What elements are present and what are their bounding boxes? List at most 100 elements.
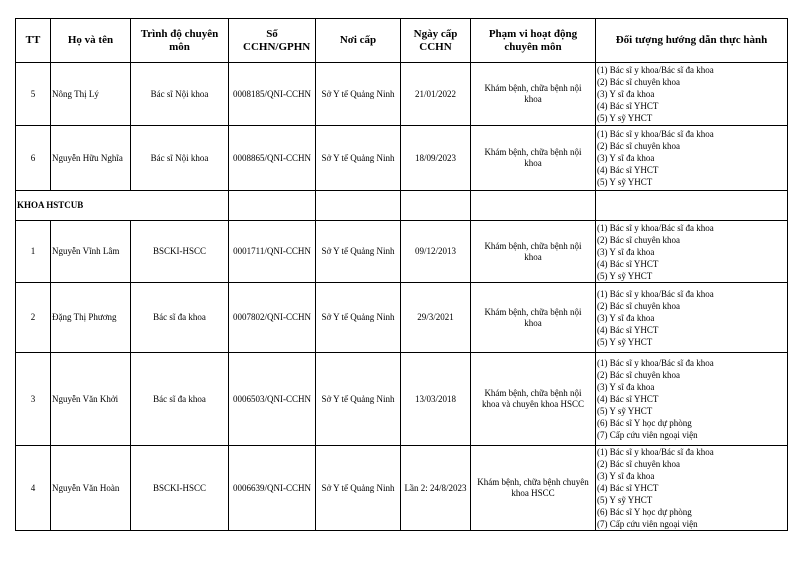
cell-cert: 0006639/QNI-CCHN — [228, 445, 316, 531]
cell-targets: (1) Bác sĩ y khoa/Bác sĩ đa khoa (2) Bác … — [595, 445, 788, 531]
section-row: KHOA HSTCUB — [15, 190, 788, 221]
cell-date: 18/09/2023 — [400, 125, 471, 191]
table-row: 4 Nguyễn Văn Hoàn BSCKI-HSCC 0006639/QNI-CC… — [15, 445, 788, 531]
cell-scope: Khám bệnh, chữa bệnh nội khoa — [470, 62, 596, 126]
cell-tt: 6 — [15, 125, 51, 191]
cell-level: Bác sĩ Nội khoa — [130, 62, 229, 126]
empty-cell — [470, 190, 596, 221]
target-item: (6) Bác sĩ Y học dự phòng — [597, 507, 692, 517]
cell-tt: 2 — [15, 282, 51, 353]
header-row: TT Họ và tên Trình độ chuyên môn Số CCHN… — [15, 18, 788, 63]
cell-tt: 5 — [15, 62, 51, 126]
empty-cell — [595, 190, 788, 221]
target-item: (2) Bác sĩ chuyên khoa — [597, 300, 680, 311]
table-row: 2 Đặng Thị Phương Bác sĩ đa khoa 0007802/QN… — [15, 282, 788, 353]
cell-targets: (1) Bác sĩ y khoa/Bác sĩ đa khoa (2) Bác … — [595, 352, 788, 446]
cell-name: Nguyễn Vĩnh Lâm — [50, 220, 131, 283]
cell-tt: 1 — [15, 220, 51, 283]
cell-scope: Khám bệnh, chữa bệnh nội khoa — [470, 220, 596, 283]
target-item: (3) Y sĩ đa khoa — [597, 471, 655, 481]
cell-level: BSCKI-HSCC — [130, 220, 229, 283]
target-item: (2) Bác sĩ chuyên khoa — [597, 77, 680, 87]
target-item: (3) Y sĩ đa khoa — [597, 153, 655, 163]
target-item: (5) Y sỹ YHCT — [597, 270, 653, 281]
cell-date: 29/3/2021 — [400, 282, 471, 353]
target-item: (4) Bác sĩ YHCT — [597, 258, 659, 269]
header-name: Họ và tên — [50, 18, 131, 63]
table-row: 6 Nguyễn Hữu Nghĩa Bác sĩ Nội khoa 0008865/… — [15, 125, 788, 191]
cell-level: Bác sĩ đa khoa — [130, 352, 229, 446]
target-item: (2) Bác sĩ chuyên khoa — [597, 234, 680, 245]
header-scope: Phạm vi hoạt động chuyên môn — [470, 18, 596, 63]
cell-scope: Khám bệnh, chữa bệnh chuyên khoa HSCC — [470, 445, 596, 531]
header-date: Ngày cấp CCHN — [400, 18, 471, 63]
target-item: (4) Bác sĩ YHCT — [597, 394, 659, 404]
cell-name: Đặng Thị Phương — [50, 282, 131, 353]
target-item: (1) Bác sĩ y khoa/Bác sĩ đa khoa — [597, 222, 714, 233]
cell-targets: (1) Bác sĩ y khoa/Bác sĩ đa khoa (2) Bác … — [595, 282, 788, 353]
cell-targets: (1) Bác sĩ y khoa/Bác sĩ đa khoa (2) Bác … — [595, 125, 788, 191]
practitioner-table: TT Họ và tên Trình độ chuyên môn Số CCHN… — [15, 18, 788, 531]
target-item: (4) Bác sĩ YHCT — [597, 483, 659, 493]
cell-date: Lần 2: 24/8/2023 — [400, 445, 471, 531]
cell-scope: Khám bệnh, chữa bệnh nội khoa và chuyên … — [470, 352, 596, 446]
cell-targets: (1) Bác sĩ y khoa/Bác sĩ đa khoa (2) Bác … — [595, 220, 788, 283]
cell-targets: (1) Bác sĩ y khoa/Bác sĩ đa khoa (2) Bác … — [595, 62, 788, 126]
target-item: (5) Y sỹ YHCT — [597, 177, 653, 187]
cell-level: BSCKI-HSCC — [130, 445, 229, 531]
cell-issuer: Sở Y tế Quảng Ninh — [315, 282, 401, 353]
cell-date: 13/03/2018 — [400, 352, 471, 446]
target-item: (3) Y sĩ đa khoa — [597, 246, 655, 257]
cell-cert: 0001711/QNI-CCHN — [228, 220, 316, 283]
target-item: (2) Bác sĩ chuyên khoa — [597, 370, 680, 380]
header-issuer: Nơi cấp — [315, 18, 401, 63]
target-item: (5) Y sỹ YHCT — [597, 495, 653, 505]
cell-issuer: Sở Y tế Quảng Ninh — [315, 352, 401, 446]
target-item: (1) Bác sĩ y khoa/Bác sĩ đa khoa — [597, 65, 714, 75]
header-tt: TT — [15, 18, 51, 63]
cell-cert: 0008865/QNI-CCHN — [228, 125, 316, 191]
target-item: (5) Y sỹ YHCT — [597, 336, 653, 347]
cell-tt: 3 — [15, 352, 51, 446]
cell-cert: 0006503/QNI-CCHN — [228, 352, 316, 446]
target-item: (6) Bác sĩ Y học dự phòng — [597, 418, 692, 428]
target-item: (4) Bác sĩ YHCT — [597, 165, 659, 175]
cell-name: Nguyễn Văn Khởi — [50, 352, 131, 446]
target-item: (7) Cấp cứu viên ngoại viện — [597, 519, 698, 529]
empty-cell — [400, 190, 471, 221]
header-level: Trình độ chuyên môn — [130, 18, 229, 63]
target-item: (2) Bác sĩ chuyên khoa — [597, 141, 680, 151]
cell-cert: 0008185/QNI-CCHN — [228, 62, 316, 126]
cell-date: 21/01/2022 — [400, 62, 471, 126]
target-item: (1) Bác sĩ y khoa/Bác sĩ đa khoa — [597, 288, 714, 299]
cell-issuer: Sở Y tế Quảng Ninh — [315, 125, 401, 191]
table-row: 1 Nguyễn Vĩnh Lâm BSCKI-HSCC 0001711/QNI-CC… — [15, 220, 788, 283]
target-item: (1) Bác sĩ y khoa/Bác sĩ đa khoa — [597, 129, 714, 139]
cell-level: Bác sĩ Nội khoa — [130, 125, 229, 191]
cell-level: Bác sĩ đa khoa — [130, 282, 229, 353]
target-item: (2) Bác sĩ chuyên khoa — [597, 459, 680, 469]
cell-name: Nguyễn Văn Hoàn — [50, 445, 131, 531]
cell-cert: 0007802/QNI-CCHN — [228, 282, 316, 353]
target-item: (3) Y sĩ đa khoa — [597, 312, 655, 323]
cell-scope: Khám bệnh, chữa bệnh nội khoa — [470, 282, 596, 353]
target-item: (3) Y sĩ đa khoa — [597, 382, 655, 392]
header-cert: Số CCHN/GPHN — [228, 18, 316, 63]
empty-cell — [228, 190, 316, 221]
cell-issuer: Sở Y tế Quảng Ninh — [315, 62, 401, 126]
section-title: KHOA HSTCUB — [15, 190, 229, 221]
target-item: (1) Bác sĩ y khoa/Bác sĩ đa khoa — [597, 358, 714, 368]
header-targets: Đối tượng hướng dẫn thực hành — [595, 18, 788, 63]
target-item: (5) Y sỹ YHCT — [597, 113, 653, 123]
cell-name: Nguyễn Hữu Nghĩa — [50, 125, 131, 191]
cell-date: 09/12/2013 — [400, 220, 471, 283]
target-item: (4) Bác sĩ YHCT — [597, 101, 659, 111]
target-item: (1) Bác sĩ y khoa/Bác sĩ đa khoa — [597, 447, 714, 457]
cell-name: Nông Thị Lý — [50, 62, 131, 126]
target-item: (5) Y sỹ YHCT — [597, 406, 653, 416]
cell-issuer: Sở Y tế Quảng Ninh — [315, 220, 401, 283]
cell-issuer: Sở Y tế Quảng Ninh — [315, 445, 401, 531]
target-item: (7) Cấp cứu viên ngoại viện — [597, 430, 698, 440]
target-item: (3) Y sĩ đa khoa — [597, 89, 655, 99]
empty-cell — [315, 190, 401, 221]
